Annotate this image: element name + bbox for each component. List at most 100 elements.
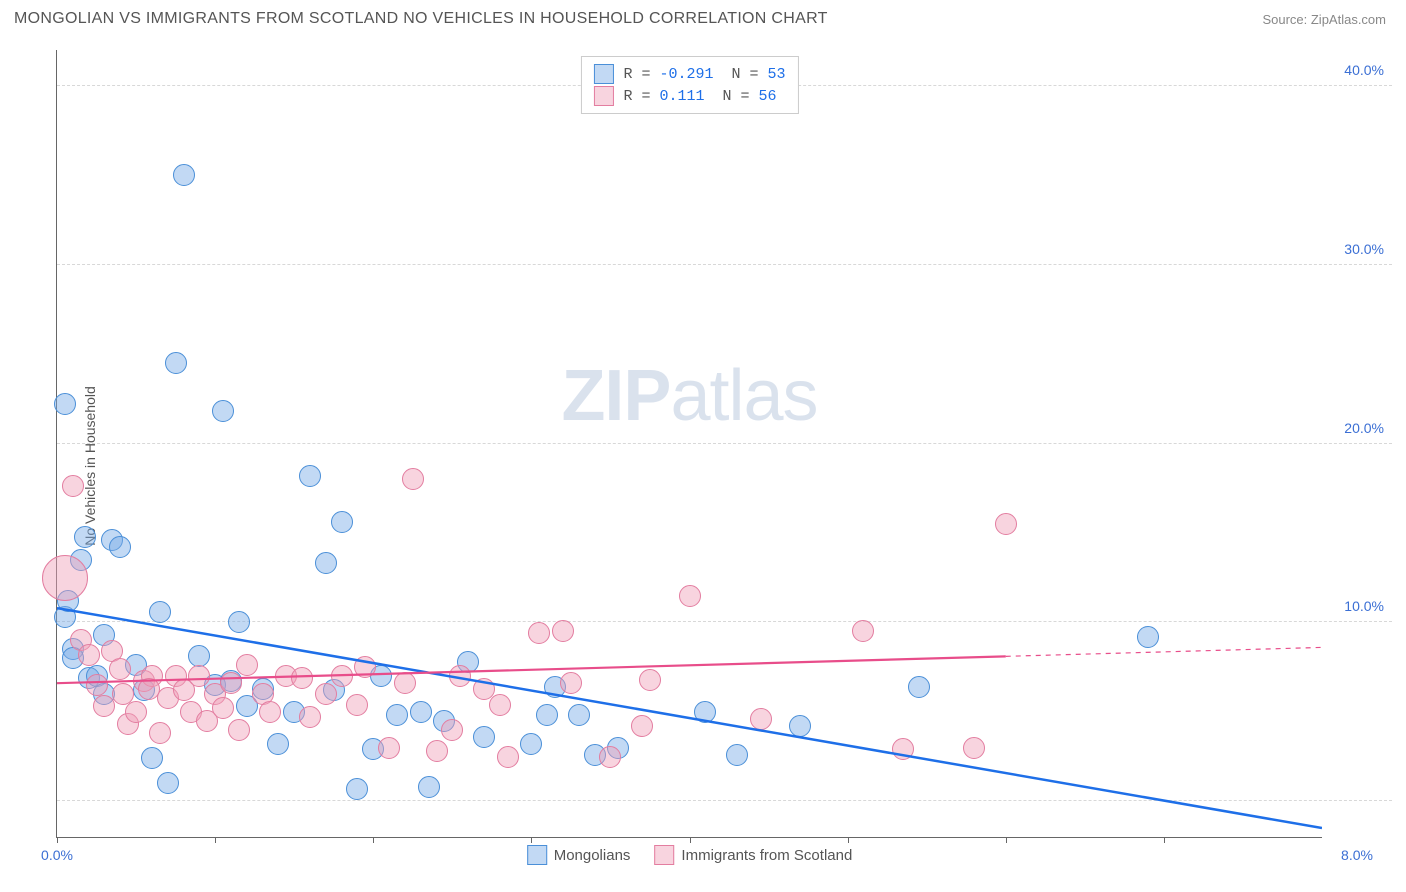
legend-item: Immigrants from Scotland	[654, 845, 852, 865]
data-point	[125, 701, 147, 723]
x-tick	[848, 837, 849, 843]
data-point	[331, 511, 353, 533]
data-point	[528, 622, 550, 644]
data-point	[995, 513, 1017, 535]
legend-swatch-blue	[527, 845, 547, 865]
data-point	[410, 701, 432, 723]
legend-item: Mongolians	[527, 845, 631, 865]
data-point	[315, 552, 337, 574]
data-point	[418, 776, 440, 798]
data-point	[386, 704, 408, 726]
data-point	[220, 672, 242, 694]
data-point	[42, 555, 88, 601]
data-point	[346, 694, 368, 716]
data-point	[726, 744, 748, 766]
data-point	[354, 656, 376, 678]
data-point	[489, 694, 511, 716]
data-point	[157, 772, 179, 794]
y-tick-label: 30.0%	[1344, 241, 1384, 257]
data-point	[346, 778, 368, 800]
data-point	[86, 674, 108, 696]
data-point	[639, 669, 661, 691]
data-point	[402, 468, 424, 490]
data-point	[93, 695, 115, 717]
data-point	[212, 697, 234, 719]
chart-area: No Vehicles in Household ZIPatlas R = -0…	[14, 50, 1392, 882]
data-point	[560, 672, 582, 694]
data-point	[54, 393, 76, 415]
data-point	[141, 747, 163, 769]
legend-swatch-pink	[654, 845, 674, 865]
data-point	[228, 611, 250, 633]
data-point	[259, 701, 281, 723]
gridline	[57, 621, 1392, 622]
data-point	[165, 352, 187, 374]
data-point	[331, 665, 353, 687]
data-point	[74, 526, 96, 548]
data-point	[149, 601, 171, 623]
x-tick-label: 0.0%	[41, 847, 73, 863]
data-point	[497, 746, 519, 768]
plot-region: ZIPatlas R = -0.291 N = 53 R = 0.111 N =…	[56, 50, 1322, 838]
data-point	[228, 719, 250, 741]
data-point	[552, 620, 574, 642]
data-point	[631, 715, 653, 737]
data-point	[149, 722, 171, 744]
gridline	[57, 443, 1392, 444]
data-point	[138, 678, 160, 700]
data-point	[568, 704, 590, 726]
chart-title: MONGOLIAN VS IMMIGRANTS FROM SCOTLAND NO…	[14, 10, 828, 28]
data-point	[694, 701, 716, 723]
data-point	[291, 667, 313, 689]
data-point	[963, 737, 985, 759]
legend-label: Immigrants from Scotland	[681, 847, 852, 864]
data-point	[520, 733, 542, 755]
data-point	[1137, 626, 1159, 648]
data-point	[473, 726, 495, 748]
x-tick-label: 8.0%	[1341, 847, 1373, 863]
legend-swatch-pink	[593, 86, 613, 106]
data-point	[679, 585, 701, 607]
data-point	[449, 665, 471, 687]
data-point	[852, 620, 874, 642]
data-point	[536, 704, 558, 726]
data-point	[78, 644, 100, 666]
data-point	[426, 740, 448, 762]
x-tick	[373, 837, 374, 843]
data-point	[315, 683, 337, 705]
x-tick	[57, 837, 58, 843]
data-point	[267, 733, 289, 755]
legend-stats-row: R = 0.111 N = 56	[593, 85, 785, 107]
data-point	[109, 658, 131, 680]
data-point	[441, 719, 463, 741]
data-point	[394, 672, 416, 694]
y-tick-label: 20.0%	[1344, 420, 1384, 436]
watermark: ZIPatlas	[561, 355, 817, 437]
data-point	[299, 465, 321, 487]
legend-swatch-blue	[593, 64, 613, 84]
x-tick	[215, 837, 216, 843]
legend-label: Mongolians	[554, 847, 631, 864]
x-tick	[1006, 837, 1007, 843]
data-point	[112, 683, 134, 705]
data-point	[188, 665, 210, 687]
data-point	[750, 708, 772, 730]
trendlines	[57, 50, 1322, 837]
y-tick-label: 10.0%	[1344, 598, 1384, 614]
data-point	[173, 164, 195, 186]
data-point	[892, 738, 914, 760]
data-point	[908, 676, 930, 698]
x-tick	[1164, 837, 1165, 843]
data-point	[789, 715, 811, 737]
data-point	[378, 737, 400, 759]
gridline	[57, 264, 1392, 265]
x-tick	[690, 837, 691, 843]
data-point	[212, 400, 234, 422]
data-point	[62, 475, 84, 497]
source-label: Source: ZipAtlas.com	[1262, 12, 1386, 27]
legend-stats-row: R = -0.291 N = 53	[593, 63, 785, 85]
y-tick-label: 40.0%	[1344, 62, 1384, 78]
gridline	[57, 800, 1392, 801]
legend-stats: R = -0.291 N = 53 R = 0.111 N = 56	[580, 56, 798, 114]
data-point	[109, 536, 131, 558]
